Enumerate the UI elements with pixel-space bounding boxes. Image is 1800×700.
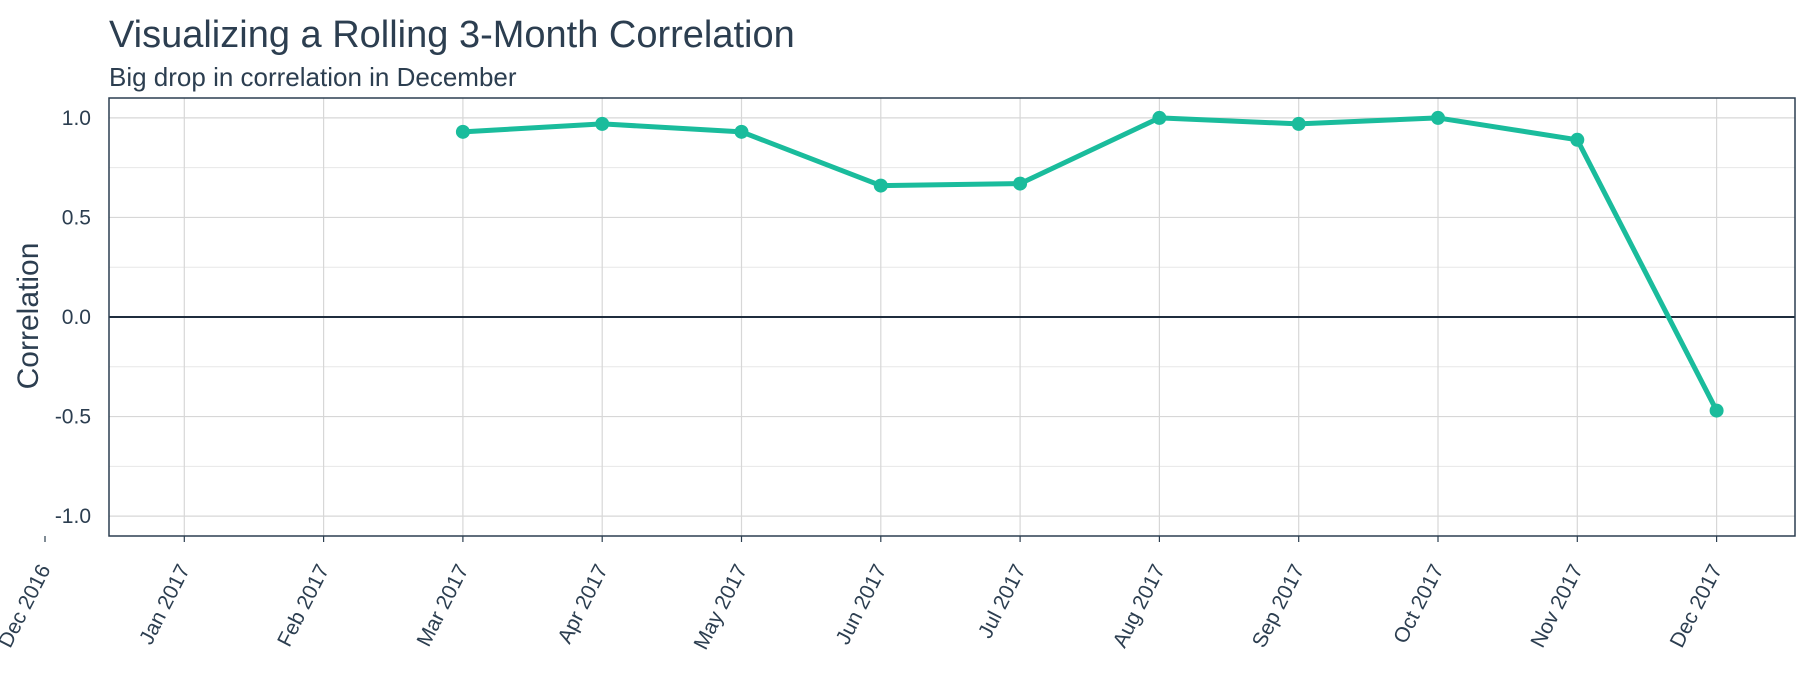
x-tick-label-9: Sep 2017 — [1248, 561, 1309, 652]
x-tick-label-8: Aug 2017 — [1109, 561, 1170, 652]
y-tick-label-4: -1.0 — [55, 505, 91, 528]
x-tick-label-2: Feb 2017 — [273, 561, 334, 651]
x-tick-label-1: Jan 2017 — [135, 561, 195, 648]
chart-title: Visualizing a Rolling 3-Month Correlatio… — [109, 14, 795, 56]
x-tick-label-6: Jun 2017 — [832, 561, 892, 648]
x-tick-label-0: Dec 2016 — [0, 561, 55, 652]
x-tick-label-5: May 2017 — [690, 561, 752, 654]
data-point-mar-2017 — [455, 124, 470, 139]
series-layer — [455, 110, 1724, 418]
x-tick-label-12: Dec 2017 — [1666, 561, 1727, 652]
plot-panel-border — [108, 97, 1796, 537]
y-tick-label-0: 1.0 — [62, 107, 91, 130]
y-axis-label: Correlation — [12, 243, 45, 390]
x-tick-label-7: Jul 2017 — [974, 561, 1031, 642]
y-tick-label-2: 0.0 — [62, 306, 91, 329]
x-tick-label-3: Mar 2017 — [413, 561, 474, 650]
data-point-sep-2017 — [1291, 116, 1306, 131]
data-point-jul-2017 — [1013, 176, 1028, 191]
x-tick-label-4: Apr 2017 — [553, 561, 612, 647]
y-tick-label-1: 0.5 — [62, 206, 91, 229]
data-point-jun-2017 — [873, 178, 888, 193]
chart-subtitle: Big drop in correlation in December — [109, 62, 517, 92]
data-point-dec-2017 — [1709, 403, 1724, 418]
data-point-oct-2017 — [1431, 110, 1445, 125]
data-point-may-2017 — [734, 124, 749, 139]
data-point-nov-2017 — [1570, 132, 1585, 147]
x-tick-label-11: Nov 2017 — [1526, 561, 1587, 652]
y-tick-label-3: -0.5 — [55, 406, 91, 429]
x-tick-label-10: Oct 2017 — [1389, 561, 1448, 647]
data-point-apr-2017 — [595, 116, 610, 131]
data-point-aug-2017 — [1152, 110, 1167, 125]
axis-layer: 1.0 0.5 0.0 -0.5 -1.0 Dec 2016 Jan 2017 Feb 201… — [0, 107, 1727, 654]
series-line-0 — [460, 115, 1720, 414]
